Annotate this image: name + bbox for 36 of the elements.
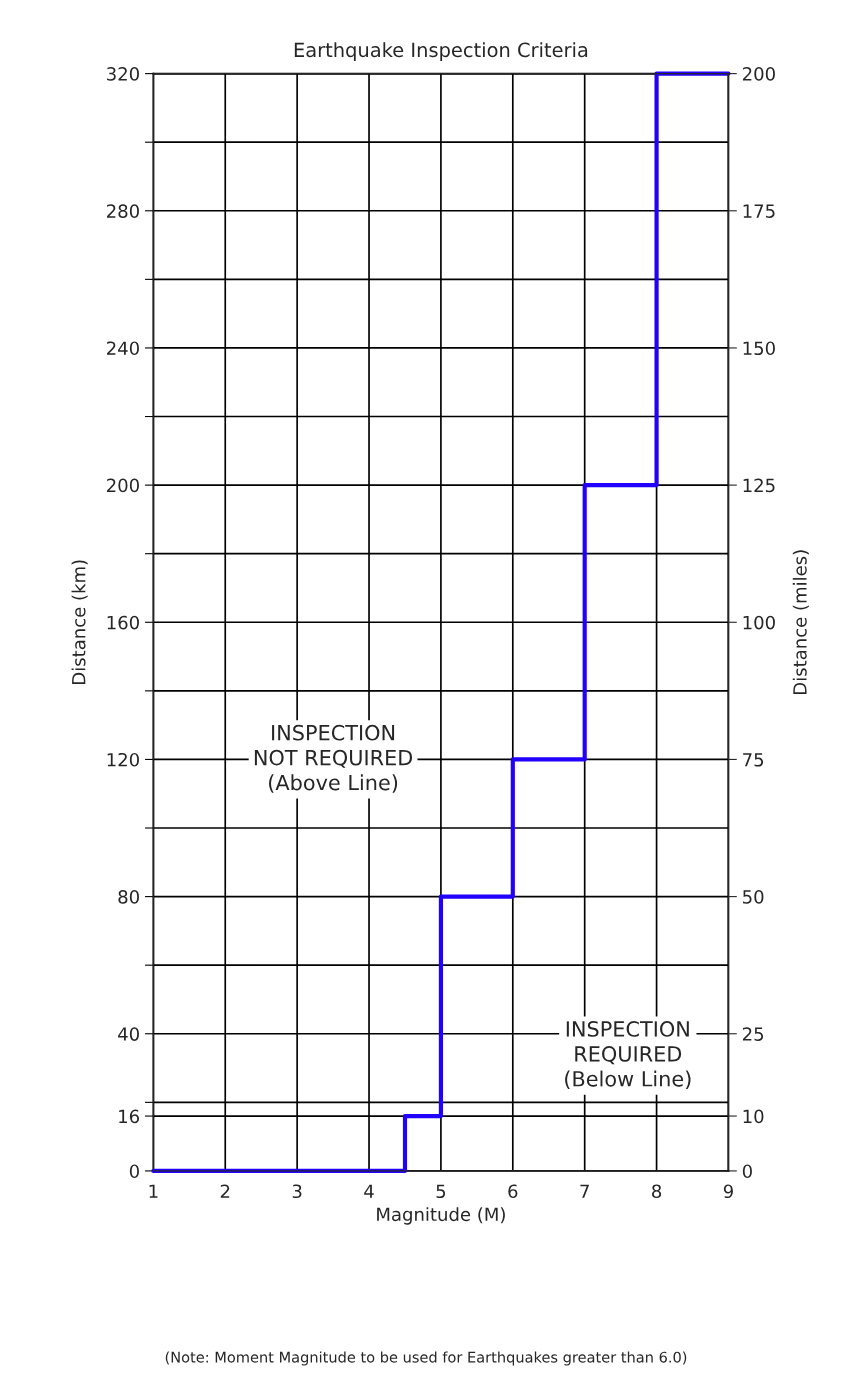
y-tick-label: 280 <box>107 204 139 218</box>
y2-tick-label: 100 <box>743 615 775 630</box>
x-axis-title: Magnitude (M) <box>377 1207 505 1225</box>
x-tick-label: 5 <box>436 1184 446 1199</box>
x-tick-label: 9 <box>723 1184 733 1199</box>
x-tick-label: 7 <box>580 1184 589 1198</box>
y2-tick-label: 150 <box>743 341 775 356</box>
chart-title: Earthquake Inspection Criteria <box>294 42 588 61</box>
x-tick-label: 1 <box>149 1184 158 1198</box>
y2-tick-label: 10 <box>743 1109 764 1124</box>
x-tick-label: 3 <box>292 1184 302 1199</box>
y-tick-label: 80 <box>118 890 139 904</box>
annotation: INSPECTION NOT REQUIRED (Above Line) <box>254 724 413 793</box>
y-tick-label: 200 <box>107 478 139 493</box>
text: (Note: Moment Magnitude to be used for Earthquakes greater than 6.0) <box>165 1351 687 1366</box>
y-tick-label: 320 <box>107 67 139 81</box>
y2-tick-label: 200 <box>742 67 775 81</box>
y2-axis-title: Distance (miles) <box>792 550 809 694</box>
x-tick-label: 4 <box>364 1184 374 1198</box>
x-tick-label: 2 <box>220 1184 230 1198</box>
y2-tick-label: 75 <box>743 753 764 767</box>
y2-tick-label: 50 <box>743 890 764 904</box>
y-tick-label: 240 <box>107 341 139 356</box>
y-axis-title: Distance (km) <box>71 560 88 684</box>
y-tick-label: 40 <box>118 1027 139 1041</box>
y2-tick-label: 0 <box>742 1164 752 1179</box>
y-tick-label: 0 <box>129 1164 139 1179</box>
annotation: INSPECTION REQUIRED (Below Line) <box>565 1021 691 1090</box>
y-tick-label: 160 <box>107 615 139 630</box>
y2-tick-label: 175 <box>743 204 775 218</box>
y2-tick-label: 25 <box>742 1027 764 1041</box>
y-tick-label: 120 <box>107 752 139 767</box>
y-tick-label: 16 <box>119 1109 140 1124</box>
x-tick-label: 8 <box>652 1184 662 1199</box>
x-tick-label: 6 <box>508 1184 518 1199</box>
y2-tick-label: 125 <box>743 478 775 493</box>
